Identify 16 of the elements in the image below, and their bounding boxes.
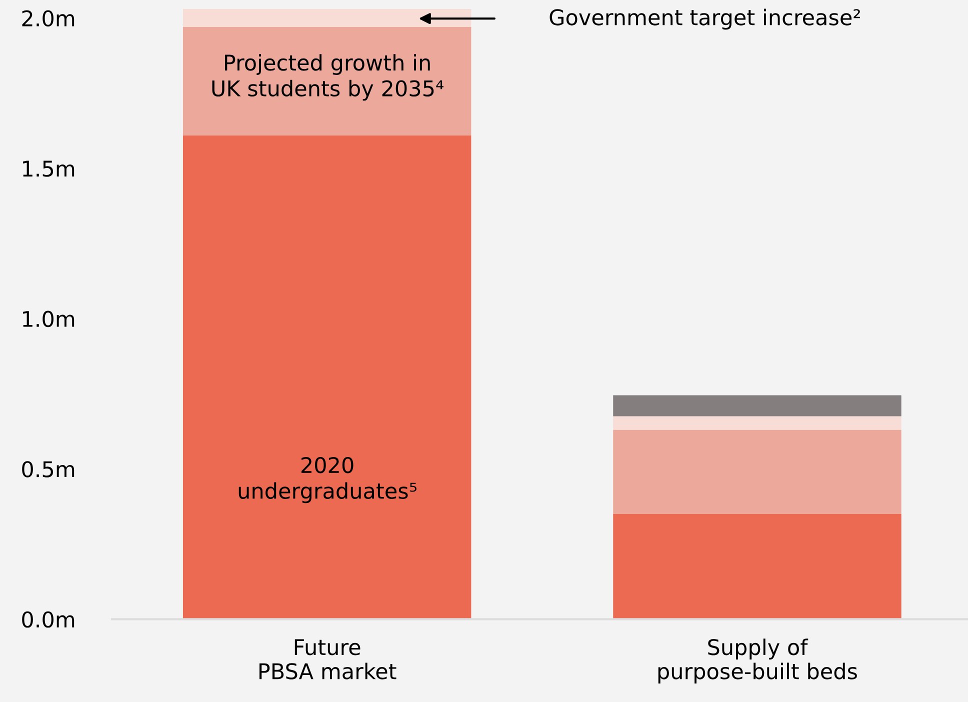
bar [613,416,902,430]
y-tick-label: 2.0m [22,10,74,27]
x-tick-label: Supply of purpose-built beds [658,638,857,684]
bar [613,514,902,620]
annotation: Government target increase² [550,8,860,30]
y-tick-label: 1.5m [23,160,74,177]
bar [613,430,902,514]
bar [613,395,902,416]
bar [182,27,472,136]
y-tick-label: 0.5m [22,461,74,478]
bar [182,9,472,28]
y-tick-label: 0.0m [22,611,74,628]
annotation: 2020 undergraduates⁵ [238,456,416,504]
annotation: Projected growth in UK students by 2035⁴ [212,54,444,101]
x-tick-label: Future PBSA market [259,639,396,680]
y-tick-label: 1.0m [23,310,74,328]
